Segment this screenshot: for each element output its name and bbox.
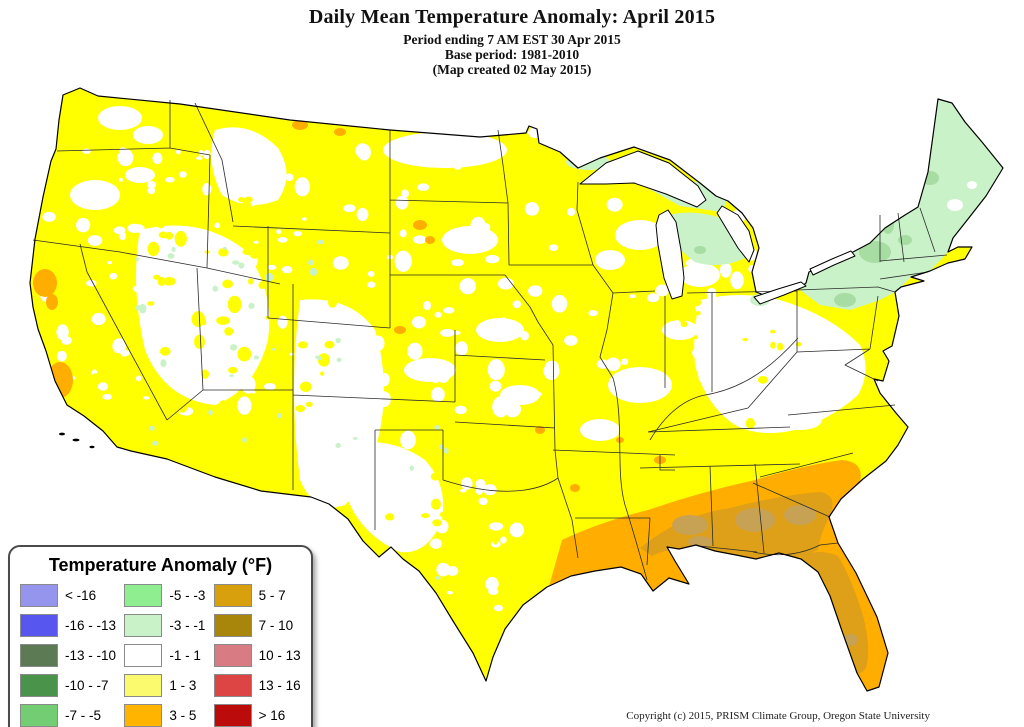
copyright-text: Copyright (c) 2015, PRISM Climate Group,… — [626, 710, 930, 722]
legend-label: -13 - -10 — [65, 648, 117, 663]
legend-swatch — [124, 644, 163, 667]
legend-swatch — [213, 644, 252, 667]
legend-label: -3 - -1 — [169, 618, 206, 633]
legend-swatch — [124, 704, 163, 727]
subtitle-baseperiod: Base period: 1981-2010 — [444, 47, 580, 63]
legend-item: -13 - -10 — [20, 644, 116, 667]
legend-label: -1 - 1 — [169, 648, 201, 663]
legend-item: 13 - 16 — [213, 674, 301, 697]
legend-label: -7 - -5 — [65, 708, 102, 723]
region-warm-patches — [672, 505, 858, 646]
legend-label: -16 - -13 — [65, 618, 117, 633]
lake-erie-icon — [753, 281, 807, 305]
legend-swatch — [124, 614, 163, 637]
legend-item: < -16 — [20, 584, 116, 607]
maine-white-spots — [947, 181, 977, 211]
great-lakes — [579, 150, 856, 305]
legend-label: -5 - -3 — [169, 588, 206, 603]
legend: Temperature Anomaly (°F) < -16 -16 - -13 -… — [8, 545, 313, 727]
legend-swatch — [213, 704, 252, 727]
legend-label: 1 - 3 — [169, 678, 197, 693]
legend-title: Temperature Anomaly (°F) — [48, 555, 273, 575]
legend-swatch — [213, 584, 252, 607]
subtitle-created: (Map created 02 May 2015) — [432, 62, 592, 78]
legend-label: -10 - -7 — [65, 678, 109, 693]
legend-swatch — [213, 674, 252, 697]
legend-item: 1 - 3 — [124, 674, 205, 697]
subtitle-period: Period ending 7 AM EST 30 Apr 2015 — [403, 32, 621, 47]
legend-swatch — [213, 614, 252, 637]
legend-swatch — [124, 584, 163, 607]
state-boundaries — [32, 100, 948, 581]
legend-swatch — [20, 674, 58, 697]
legend-item: -10 - -7 — [20, 674, 116, 697]
legend-item: -7 - -5 — [20, 704, 116, 727]
legend-swatch — [20, 704, 58, 727]
legend-item: -1 - 1 — [124, 644, 205, 667]
legend-item: 3 - 5 — [124, 704, 205, 727]
legend-label: 13 - 16 — [258, 678, 301, 693]
legend-item: 7 - 10 — [213, 614, 301, 637]
lake-michigan-icon — [655, 209, 685, 300]
legend-label: 10 - 13 — [258, 648, 301, 663]
lake-ontario-icon — [809, 250, 856, 276]
legend-item: -16 - -13 — [20, 614, 116, 637]
lake-huron-icon — [716, 205, 755, 263]
legend-label: 7 - 10 — [258, 618, 294, 633]
legend-label: < -16 — [65, 588, 97, 603]
legend-item: 5 - 7 — [213, 584, 301, 607]
legend-swatch — [20, 644, 58, 667]
legend-swatch — [124, 674, 163, 697]
legend-swatch — [20, 614, 58, 637]
legend-label: > 16 — [258, 708, 286, 723]
legend-swatch — [20, 584, 58, 607]
lake-superior-icon — [579, 150, 707, 208]
legend-item: > 16 — [213, 704, 301, 727]
speckle-layer — [36, 105, 802, 612]
legend-grid: < -16 -16 - -13 -13 - -10 -10 - -7 -7 - -5 -5… — [20, 584, 301, 727]
legend-item: -5 - -3 — [124, 584, 205, 607]
legend-label: 5 - 7 — [258, 588, 286, 603]
page-title: Daily Mean Temperature Anomaly: April 20… — [308, 6, 716, 28]
map-header: Daily Mean Temperature Anomaly: April 20… — [0, 6, 1024, 77]
legend-label: 3 - 5 — [169, 708, 197, 723]
legend-item: 10 - 13 — [213, 644, 301, 667]
legend-item: -3 - -1 — [124, 614, 205, 637]
channel-islands — [59, 432, 95, 449]
